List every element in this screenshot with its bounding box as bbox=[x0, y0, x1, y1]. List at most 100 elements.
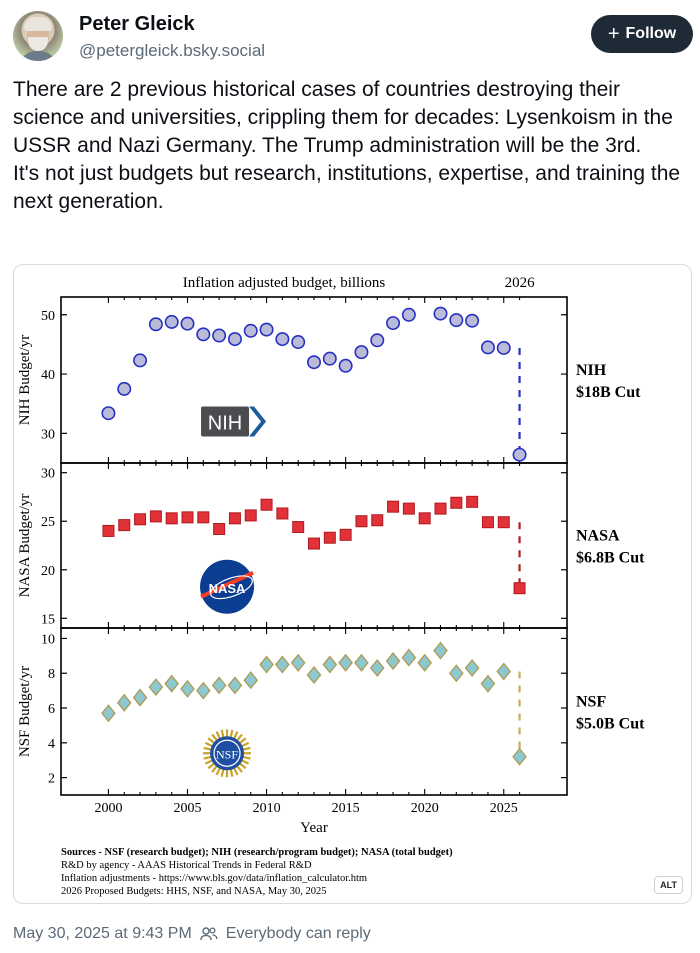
post-timestamp[interactable]: May 30, 2025 at 9:43 PM bbox=[13, 925, 192, 942]
data-point bbox=[417, 653, 433, 672]
author-handle[interactable]: @petergleick.bsky.social bbox=[79, 41, 266, 60]
data-point bbox=[227, 332, 242, 347]
nih-logo-box bbox=[201, 406, 250, 437]
data-point bbox=[339, 528, 352, 541]
y-tick-label: 50 bbox=[41, 309, 55, 324]
nsf-logo-ray bbox=[238, 737, 247, 745]
data-point bbox=[227, 676, 243, 695]
source-line: 2026 Proposed Budgets: HHS, NSF, and NAS… bbox=[61, 886, 326, 897]
y-tick-label: 30 bbox=[41, 467, 55, 482]
nsf-logo-ray bbox=[207, 737, 216, 745]
nsf-logo-ring bbox=[213, 739, 241, 767]
panel-nih: 30 40 50 NIH Budget/yr NIH NIH $18B Cut bbox=[17, 296, 641, 464]
data-point bbox=[102, 524, 115, 537]
data-point bbox=[434, 502, 447, 515]
nsf-logo-ray bbox=[211, 765, 218, 773]
data-point bbox=[496, 662, 512, 681]
nasa-logo: NASA bbox=[200, 559, 255, 614]
y-tick-label: 2 bbox=[48, 772, 55, 787]
data-point bbox=[148, 678, 164, 697]
data-point bbox=[228, 512, 241, 525]
y-tick-label: 8 bbox=[48, 667, 55, 682]
author-name[interactable]: Peter Gleick bbox=[79, 13, 195, 35]
source-line: Sources - NSF (research budget); NIH (re… bbox=[61, 847, 453, 858]
chart-title: Inflation adjusted budget, billions bbox=[183, 275, 386, 291]
data-point bbox=[402, 502, 415, 515]
follow-button[interactable]: + Follow bbox=[591, 15, 693, 53]
cut-label-amount: $6.8B Cut bbox=[576, 550, 645, 567]
follow-label: Follow bbox=[625, 25, 677, 42]
nsf-logo-ray bbox=[236, 733, 243, 742]
data-point bbox=[401, 648, 417, 667]
data-point bbox=[386, 316, 401, 331]
x-tick-label: 2010 bbox=[253, 801, 281, 816]
data-point bbox=[308, 537, 320, 550]
data-point bbox=[401, 307, 416, 322]
nsf-logo-ray bbox=[242, 755, 251, 760]
data-point bbox=[196, 327, 211, 342]
data-point bbox=[180, 679, 195, 698]
nsf-logo-ray bbox=[238, 762, 247, 770]
panel-nsf: 2 4 6 8 10 NSF Budget/yr NSF NSF $5.0B Cut bbox=[17, 627, 645, 796]
data-point bbox=[387, 500, 400, 513]
plus-icon: + bbox=[607, 23, 620, 45]
x-tick-label: 2020 bbox=[411, 801, 439, 816]
data-point bbox=[101, 406, 116, 421]
data-point bbox=[354, 653, 369, 672]
data-point bbox=[338, 358, 353, 373]
nsf-logo-ray bbox=[240, 759, 250, 765]
y-tick-label: 40 bbox=[41, 368, 55, 383]
nsf-logo: NSF bbox=[203, 729, 252, 778]
data-point bbox=[466, 495, 479, 508]
data-point bbox=[433, 641, 448, 660]
nasa-logo-swoosh bbox=[200, 570, 254, 599]
data-point bbox=[164, 314, 179, 329]
avatar[interactable] bbox=[13, 11, 63, 61]
panel-frame bbox=[60, 627, 568, 796]
data-point bbox=[118, 519, 131, 532]
nasa-logo-orbit bbox=[209, 575, 253, 600]
data-point bbox=[180, 316, 195, 331]
data-point bbox=[449, 313, 464, 328]
nsf-logo-ray bbox=[220, 768, 225, 777]
y-axis-label: NIH Budget/yr bbox=[17, 335, 33, 425]
data-point bbox=[197, 511, 210, 524]
nasa-logo-text: NASA bbox=[209, 581, 246, 596]
cut-label-agency: NASA bbox=[576, 528, 620, 545]
source-line: Inflation adjustments - https://www.bls.… bbox=[61, 873, 367, 884]
data-point bbox=[132, 688, 148, 707]
data-point bbox=[292, 521, 305, 534]
alt-badge[interactable]: ALT bbox=[654, 876, 683, 894]
cut-label-agency: NIH bbox=[576, 362, 607, 379]
y-axis-label: NASA Budget/yr bbox=[17, 494, 33, 598]
data-point bbox=[165, 512, 178, 525]
post-image[interactable]: Inflation adjusted budget, billions 2026 3… bbox=[13, 264, 692, 904]
data-point bbox=[371, 514, 384, 527]
source-line: R&D by agency - AAAS Historical Trends i… bbox=[61, 860, 312, 871]
data-point bbox=[259, 655, 274, 674]
budget-chart: Inflation adjusted budget, billions 2026 3… bbox=[17, 275, 645, 897]
data-point bbox=[101, 704, 116, 723]
nsf-logo-ray bbox=[203, 755, 212, 760]
y-tick-label: 30 bbox=[41, 427, 55, 442]
data-point bbox=[322, 351, 337, 366]
data-point bbox=[369, 658, 385, 678]
cut-label-agency: NSF bbox=[576, 694, 606, 711]
nsf-logo-ray bbox=[220, 729, 225, 738]
data-point bbox=[323, 531, 336, 544]
y-tick-label: 10 bbox=[41, 632, 55, 647]
x-tick-label: 2015 bbox=[332, 801, 360, 816]
year-marker-label: 2026 bbox=[505, 275, 536, 291]
nsf-logo-ray bbox=[229, 729, 234, 738]
nsf-logo-ray bbox=[232, 767, 239, 776]
x-tick-label: 2025 bbox=[490, 801, 518, 816]
post-header: Peter Gleick @petergleick.bsky.social + … bbox=[13, 11, 693, 67]
panel-frame bbox=[60, 296, 568, 464]
data-point bbox=[338, 653, 353, 672]
nih-logo-chevron bbox=[249, 406, 267, 437]
data-point bbox=[117, 381, 132, 396]
data-point bbox=[243, 323, 258, 338]
data-point bbox=[481, 516, 494, 529]
data-point bbox=[148, 317, 163, 332]
data-point bbox=[418, 512, 431, 525]
